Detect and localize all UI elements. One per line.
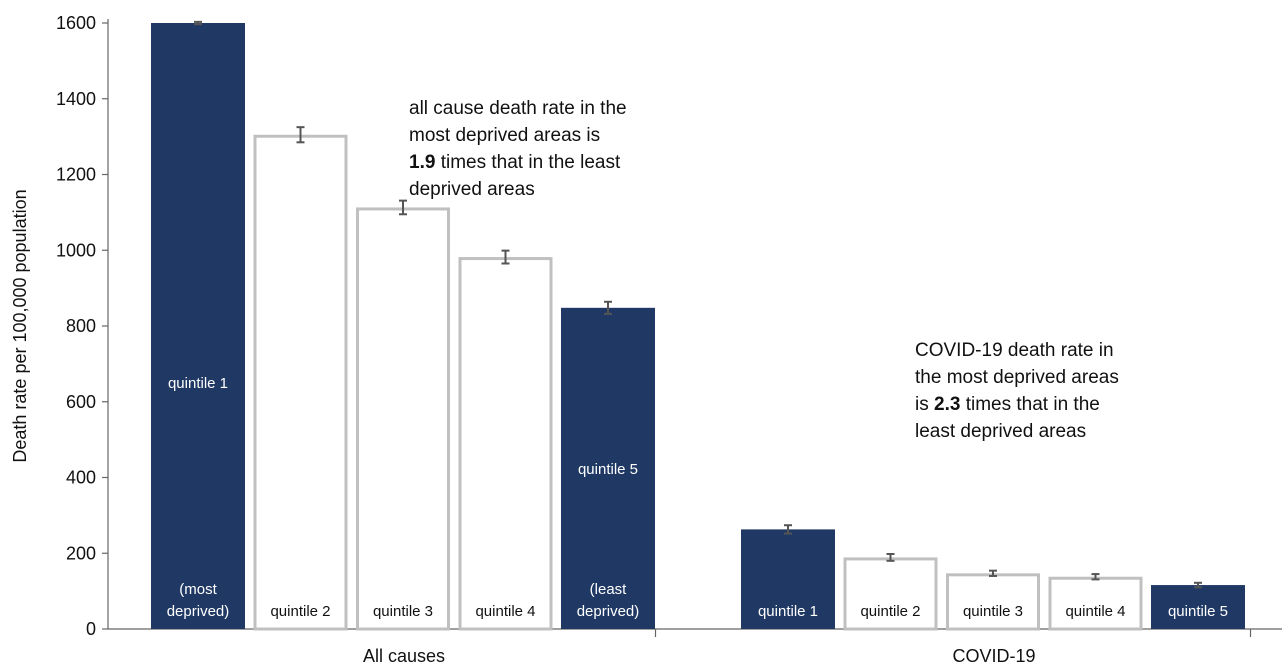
bar-group: quintile 1 quintile 2 quintile 3 quintile 4…	[741, 524, 1245, 631]
bar	[946, 573, 1040, 631]
annotation-ratio: 2.3	[934, 394, 960, 415]
annotation: all cause death rate in the most deprived…	[409, 98, 627, 200]
y-tick-label: 0	[86, 619, 96, 639]
annotation-ratio: 1.9	[409, 152, 435, 173]
bar-bottom-label: quintile 5	[1168, 603, 1228, 620]
bar-mid-label: quintile 1	[168, 375, 228, 392]
y-tick-label: 1400	[56, 89, 96, 109]
category-label: COVID-19	[952, 646, 1035, 666]
bar-bottom-label: quintile 2	[860, 603, 920, 620]
bar	[1048, 576, 1143, 631]
annotation-line: least deprived areas	[915, 421, 1086, 442]
y-tick-label: 600	[66, 392, 96, 412]
annotations: all cause death rate in the most deprived…	[409, 98, 1119, 442]
bar-bottom-label: quintile 4	[475, 603, 535, 620]
y-tick-label: 1200	[56, 165, 96, 185]
annotation-line: most deprived areas is	[409, 125, 600, 146]
bar-bottom-label: quintile 3	[963, 603, 1023, 620]
y-tick-label: 400	[66, 468, 96, 488]
annotation-line: the most deprived areas	[915, 367, 1119, 388]
bar	[741, 529, 835, 629]
annotation-text: least deprived areas	[915, 421, 1086, 442]
annotation-line: COVID-19 death rate in	[915, 340, 1114, 361]
bar	[356, 207, 450, 631]
bar	[1151, 585, 1245, 629]
bar-mid-label: quintile 5	[578, 461, 638, 478]
bar-bottom-label: deprived)	[577, 603, 640, 620]
annotation: COVID-19 death rate in the most deprived …	[915, 340, 1119, 442]
bar	[458, 257, 553, 631]
annotation-line: is 2.3 times that in the	[915, 394, 1100, 415]
annotation-line: deprived areas	[409, 179, 535, 200]
bar	[151, 23, 245, 629]
bar-bottom-label: (most	[179, 581, 217, 598]
bar-group: quintile 1 (most deprived) quintile 2 quinti…	[151, 20, 655, 631]
y-tick-label: 200	[66, 543, 96, 563]
bar-bottom-label: quintile 1	[758, 603, 818, 620]
bar-bottom-label: quintile 2	[270, 603, 330, 620]
annotation-text: deprived areas	[409, 179, 535, 200]
annotation-text: is	[915, 394, 934, 415]
annotation-text: COVID-19 death rate in	[915, 340, 1114, 361]
bar-bottom-label: quintile 3	[373, 603, 433, 620]
y-tick-label: 800	[66, 316, 96, 336]
bar	[561, 307, 655, 629]
annotation-line: 1.9 times that in the least	[409, 152, 621, 173]
bar-bottom-label: quintile 4	[1065, 603, 1125, 620]
annotation-line: all cause death rate in the	[409, 98, 627, 119]
bar	[253, 134, 348, 631]
annotation-text: the most deprived areas	[915, 367, 1119, 388]
category-label: All causes	[363, 646, 445, 666]
annotation-text: most deprived areas is	[409, 125, 600, 146]
y-tick-label: 1000	[56, 240, 96, 260]
annotation-text: times that in the least	[435, 152, 621, 173]
annotation-text: all cause death rate in the	[409, 98, 627, 119]
bar-bottom-label: deprived)	[167, 603, 230, 620]
category-labels: All causes COVID-19	[363, 629, 1252, 666]
y-tick-label: 1600	[56, 13, 96, 33]
bar-bottom-label: (least	[590, 581, 628, 598]
y-axis-title: Death rate per 100,000 population	[10, 189, 30, 462]
annotation-text: times that in the	[960, 394, 1099, 415]
